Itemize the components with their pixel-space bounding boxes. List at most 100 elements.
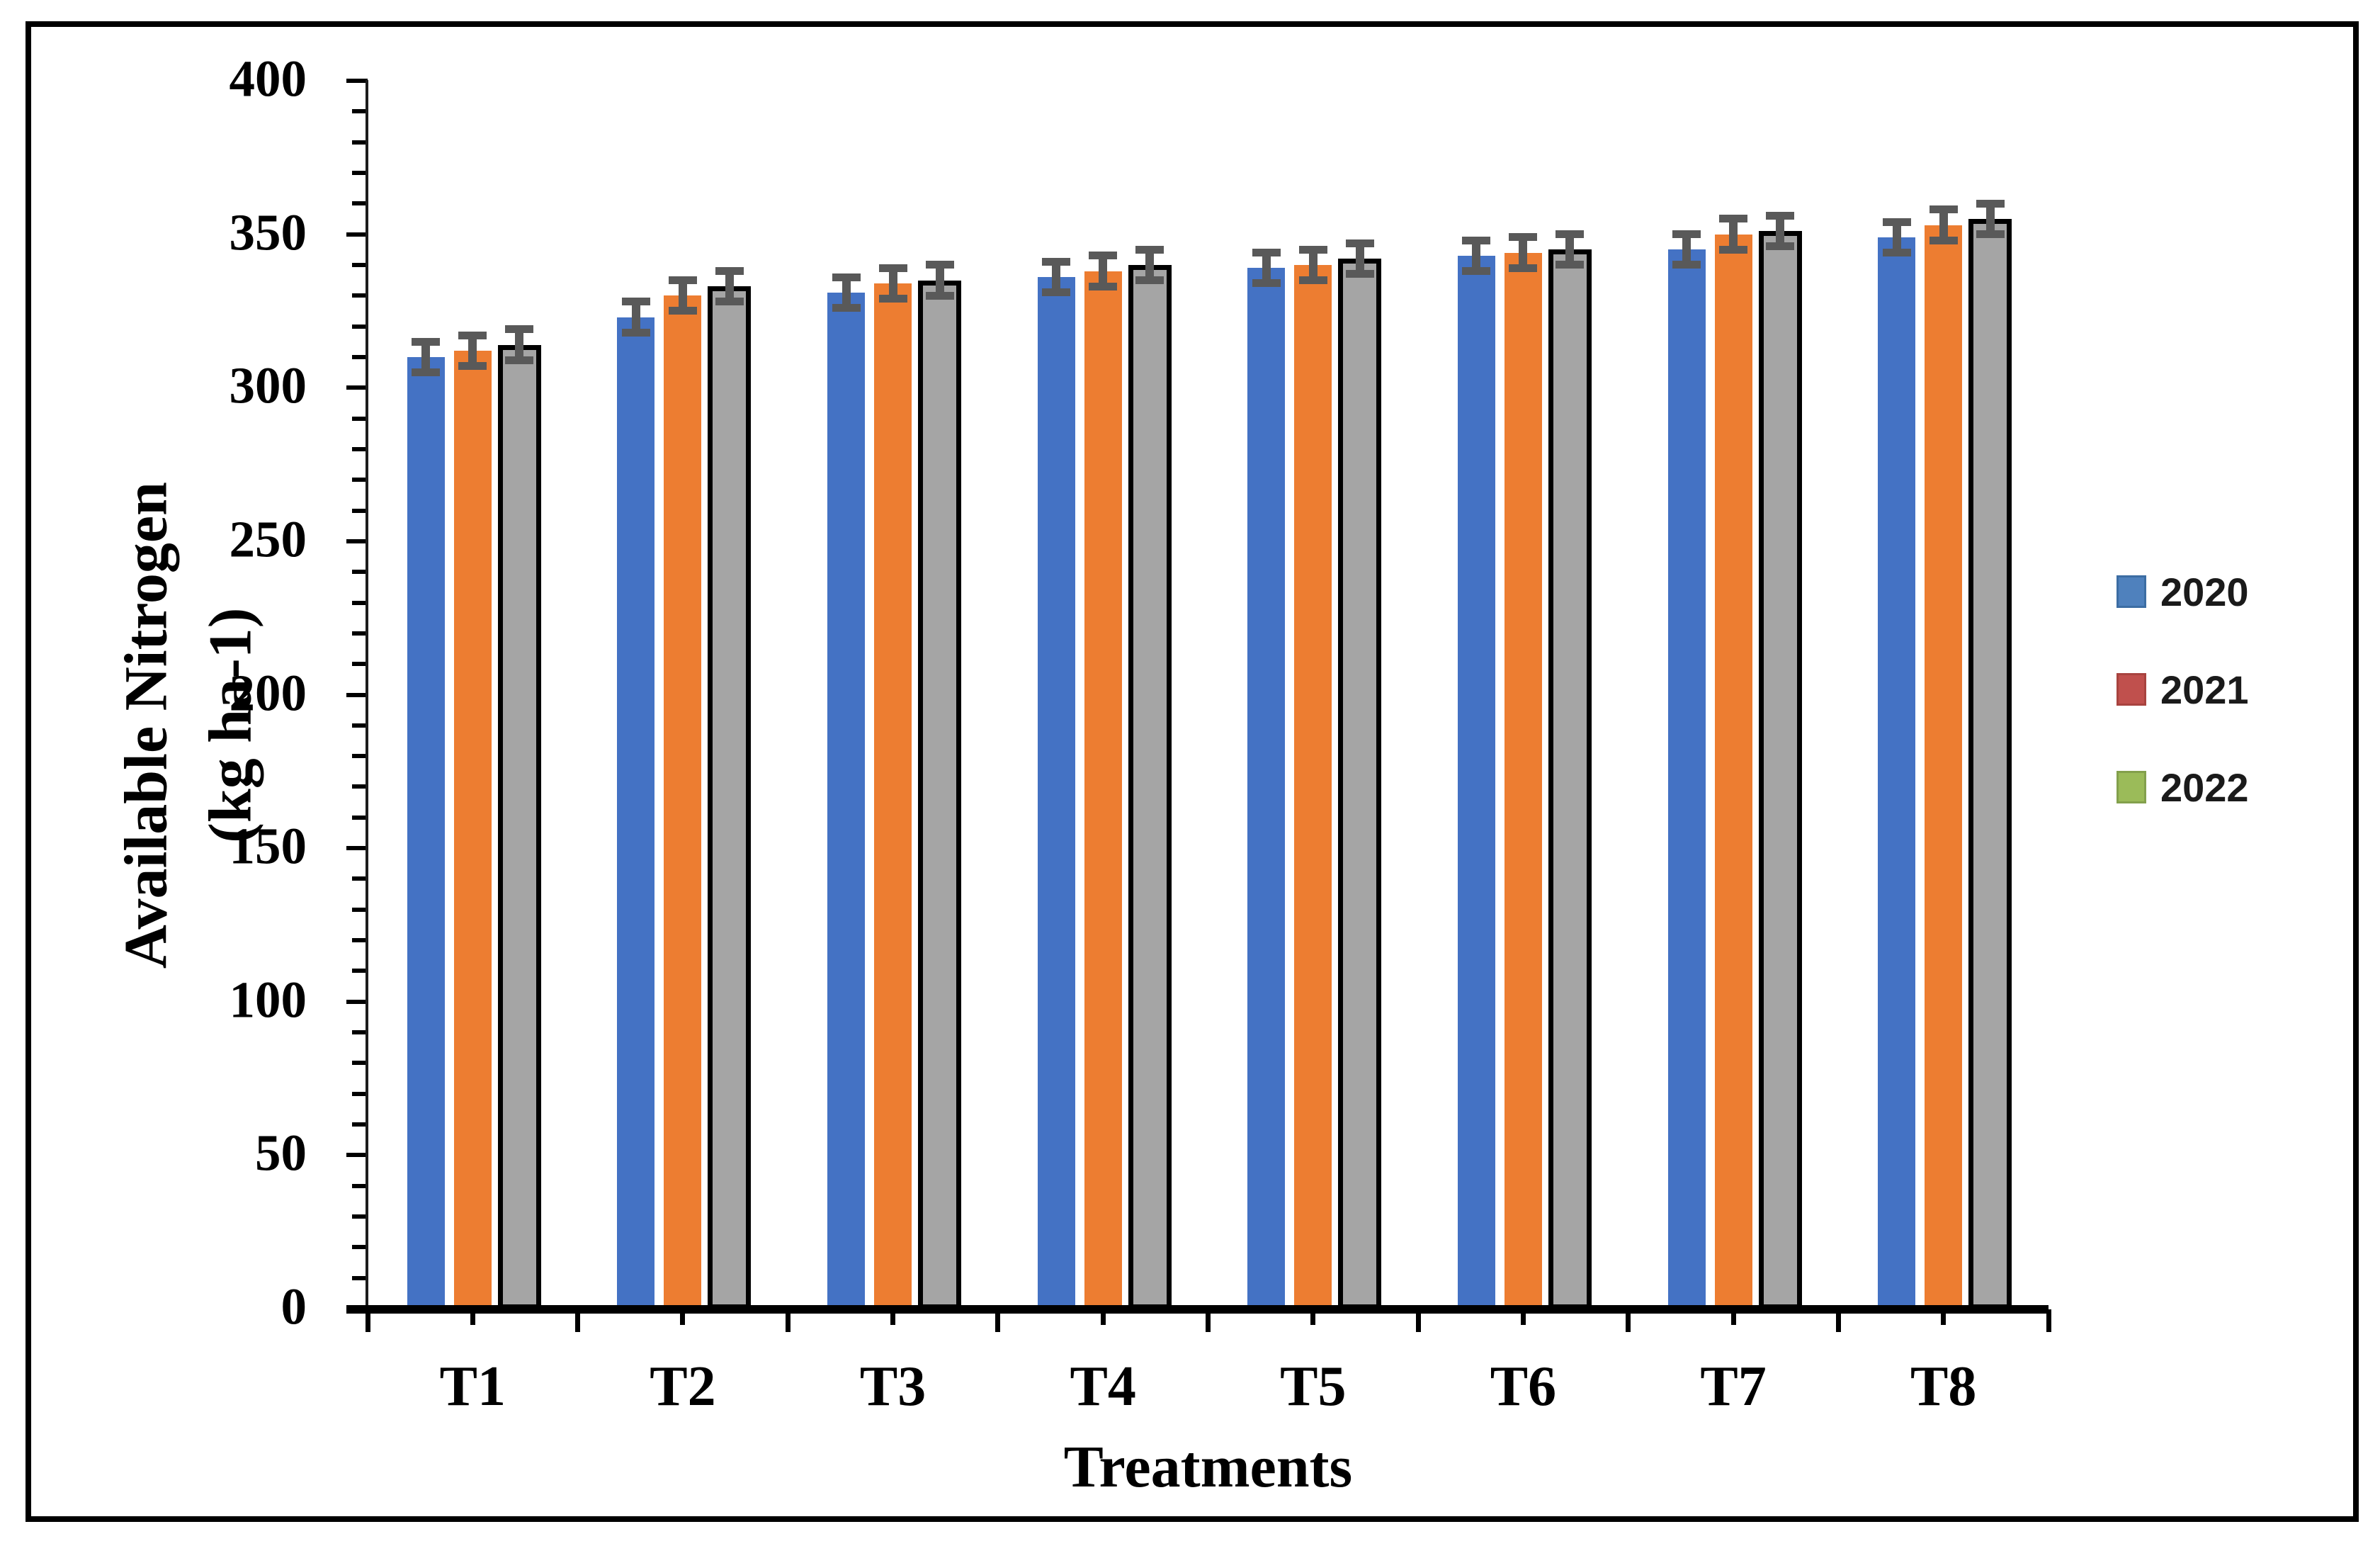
y-tick-label: 150: [229, 817, 307, 875]
bar-T1-2021: [453, 351, 492, 1309]
error-bar-line: [1565, 234, 1575, 265]
y-minor-tick: [352, 109, 368, 114]
error-bar-line: [1308, 249, 1318, 281]
x-boundary-tick: [785, 1309, 790, 1332]
y-minor-tick: [352, 876, 368, 881]
error-bar-line: [515, 329, 524, 361]
y-major-tick: [346, 385, 368, 390]
y-minor-tick: [352, 815, 368, 820]
bar-T8-2020: [1878, 237, 1916, 1309]
y-minor-tick: [352, 600, 368, 605]
y-minor-tick: [352, 1183, 368, 1188]
legend-item-2020: 2020: [2116, 570, 2249, 614]
y-minor-tick: [352, 1214, 368, 1219]
bar-T1-2020: [407, 356, 445, 1309]
x-boundary-tick: [1206, 1309, 1211, 1332]
y-minor-tick: [352, 1091, 368, 1096]
x-boundary-tick: [1835, 1309, 1841, 1332]
y-major-tick: [346, 1153, 368, 1158]
x-boundary-tick: [2046, 1309, 2051, 1332]
error-bar-top-cap: [1882, 218, 1911, 226]
bar-T5-2021: [1294, 264, 1332, 1309]
error-bar-line: [678, 280, 687, 311]
error-bar-top-cap: [1462, 236, 1491, 244]
x-category-label-T8: T8: [1910, 1355, 1977, 1418]
x-center-tick: [890, 1309, 896, 1325]
x-boundary-tick: [995, 1309, 1001, 1332]
error-bar-bottom-cap: [1976, 230, 2005, 239]
bar-T3-2022: [918, 280, 962, 1309]
error-bar-top-cap: [925, 261, 954, 269]
x-axis-title: Treatments: [1063, 1434, 1353, 1500]
error-bar-bottom-cap: [1298, 276, 1327, 285]
error-bar-line: [1939, 209, 1948, 241]
bar-T8-2022: [1968, 218, 2012, 1309]
x-axis-line: [346, 1305, 2048, 1314]
y-minor-tick: [352, 631, 368, 636]
error-bar-bottom-cap: [458, 362, 487, 371]
error-bar-bottom-cap: [505, 356, 534, 364]
bar-T2-2021: [664, 295, 702, 1309]
error-bar-bottom-cap: [1089, 282, 1118, 290]
bar-T5-2020: [1247, 268, 1286, 1309]
y-minor-tick: [352, 262, 368, 267]
x-category-label-T6: T6: [1490, 1355, 1557, 1418]
y-minor-tick: [352, 570, 368, 575]
legend-item-2022: 2022: [2116, 765, 2249, 810]
error-bar-line: [888, 268, 897, 299]
legend-swatch-2021-icon: [2116, 673, 2146, 706]
y-tick-label: 300: [229, 356, 307, 414]
error-bar-line: [1472, 240, 1481, 271]
error-bar-top-cap: [1929, 205, 1958, 214]
error-bar-top-cap: [1556, 230, 1585, 239]
y-tick-label: 250: [229, 510, 307, 568]
error-bar-line: [1052, 261, 1061, 293]
error-bar-bottom-cap: [1719, 245, 1748, 254]
y-minor-tick: [352, 723, 368, 728]
error-bar-top-cap: [1766, 212, 1795, 220]
bar-T4-2020: [1037, 277, 1075, 1309]
y-major-tick: [346, 999, 368, 1004]
bar-T6-2021: [1504, 252, 1542, 1309]
y-minor-tick: [352, 1122, 368, 1127]
y-minor-tick: [352, 907, 368, 912]
error-bar-line: [725, 271, 734, 302]
y-tick-label: 350: [229, 203, 307, 261]
error-bar-line: [1262, 252, 1271, 283]
legend-label-2020: 2020: [2160, 569, 2249, 614]
y-axis-title-line1: Available Nitrogen: [111, 482, 180, 969]
error-bar-bottom-cap: [878, 295, 907, 303]
error-bar-top-cap: [878, 264, 907, 272]
error-bar-bottom-cap: [1766, 242, 1795, 251]
y-minor-tick: [352, 140, 368, 145]
x-boundary-tick: [575, 1309, 581, 1332]
legend-label-2022: 2022: [2160, 764, 2249, 810]
error-bar-bottom-cap: [621, 328, 650, 337]
x-category-label-T3: T3: [859, 1355, 926, 1418]
y-major-tick: [346, 538, 368, 543]
error-bar-bottom-cap: [1882, 249, 1911, 257]
y-axis-title: Available Nitrogen (kg ha-1): [103, 230, 271, 1221]
error-bar-bottom-cap: [1252, 279, 1281, 288]
error-bar-bottom-cap: [1556, 261, 1585, 269]
y-tick-label: 50: [255, 1124, 307, 1182]
y-axis-title-line2: (kg ha-1): [196, 607, 264, 843]
error-bar-top-cap: [505, 325, 534, 334]
y-minor-tick: [352, 324, 368, 329]
y-minor-tick: [352, 1061, 368, 1066]
error-bar-top-cap: [621, 298, 650, 306]
y-minor-tick: [352, 1275, 368, 1280]
error-bar-bottom-cap: [412, 368, 441, 377]
error-bar-line: [1892, 222, 1901, 253]
error-bar-line: [1145, 249, 1155, 281]
x-center-tick: [1941, 1309, 1946, 1325]
bar-T2-2022: [708, 286, 752, 1309]
bar-T7-2021: [1714, 234, 1752, 1309]
error-bar-line: [842, 277, 851, 308]
x-boundary-tick: [1626, 1309, 1631, 1332]
error-bar-top-cap: [458, 332, 487, 340]
x-category-label-T5: T5: [1280, 1355, 1347, 1418]
error-bar-top-cap: [715, 267, 744, 276]
error-bar-top-cap: [1089, 252, 1118, 260]
